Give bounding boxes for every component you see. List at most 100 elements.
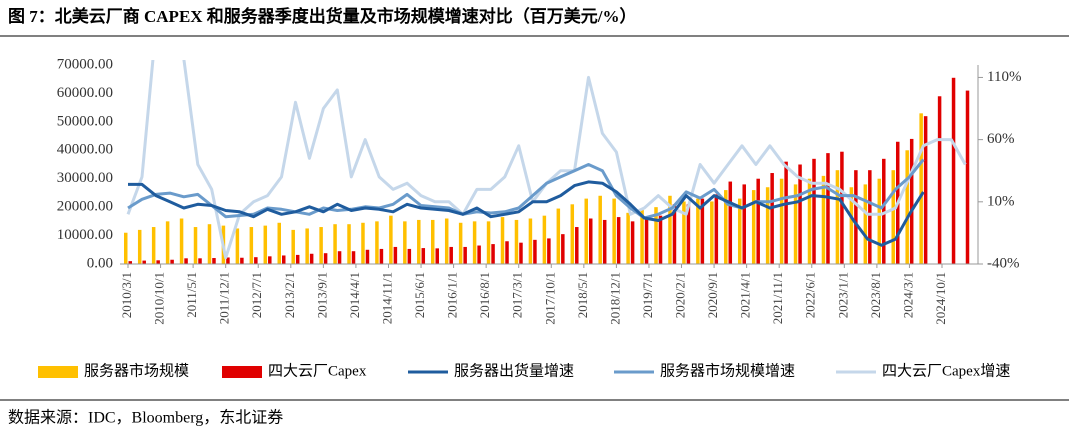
bar (840, 151, 844, 264)
bar (240, 257, 244, 264)
bar (793, 184, 798, 264)
bar (561, 234, 565, 264)
bar (937, 96, 942, 265)
bar (389, 215, 393, 264)
bar (277, 222, 281, 264)
bar (449, 246, 453, 264)
bar (686, 204, 691, 264)
bar (770, 173, 774, 264)
legend-label: 服务器市场规模 (84, 362, 189, 379)
y-tick-label: 40000.00 (57, 142, 113, 158)
bar (254, 257, 258, 264)
bar (361, 222, 365, 264)
bar (500, 217, 505, 264)
bar (184, 258, 188, 264)
legend-label: 四大云厂Capex (268, 362, 367, 379)
x-tick-label: 2024/10/1 (933, 272, 948, 325)
bar (142, 260, 146, 264)
x-tick-label: 2023/1/1 (835, 272, 850, 318)
x-tick-label: 2023/8/1 (868, 272, 883, 318)
bar (393, 246, 398, 264)
bar (547, 238, 551, 264)
legend-swatch (38, 366, 78, 378)
bar (212, 258, 216, 264)
x-tick-label: 2024/3/1 (900, 272, 915, 318)
bar (812, 158, 816, 264)
x-tick-label: 2018/5/1 (575, 272, 590, 318)
bar (821, 175, 826, 264)
bar (491, 244, 495, 264)
bar (612, 198, 616, 264)
line (127, 158, 925, 220)
bar (682, 201, 686, 264)
bar (207, 224, 212, 264)
bar (700, 198, 705, 264)
bar (877, 178, 882, 264)
y-tick-label: 50000.00 (57, 113, 113, 129)
bar (863, 184, 868, 264)
source: 数据来源：IDC，Bloomberg，东北证券 (8, 409, 283, 427)
bar (365, 249, 370, 264)
x-tick-label: 2014/11/1 (379, 272, 394, 324)
x-tick-label: 2014/4/1 (347, 272, 362, 318)
plot (124, 60, 970, 265)
y2-tick-label: 110% (987, 69, 1021, 85)
bar (128, 261, 132, 264)
legend-label: 服务器市场规模增速 (660, 362, 795, 379)
y-tick-label: 70000.00 (57, 56, 113, 72)
bar (268, 256, 272, 264)
bar (156, 260, 160, 264)
bar (165, 221, 170, 264)
bar (458, 222, 463, 264)
x-tick-label: 2017/10/1 (542, 272, 557, 325)
x-tick-label: 2011/5/1 (184, 272, 199, 318)
bar (882, 158, 886, 264)
bar (640, 209, 644, 264)
bar (375, 221, 379, 264)
bar (337, 251, 342, 264)
bar (765, 187, 770, 264)
bar (868, 170, 872, 264)
bar (151, 227, 156, 264)
bar (710, 201, 714, 264)
y2-tick-label: 60% (987, 131, 1015, 147)
x-tick-label: 2016/1/1 (445, 272, 460, 318)
bar (435, 248, 439, 264)
bar (477, 245, 481, 264)
bar (198, 258, 202, 264)
legend-label: 四大云厂Capex增速 (882, 362, 1010, 379)
bar (463, 246, 467, 264)
bar (379, 248, 384, 264)
legend-swatch (222, 366, 262, 378)
x-tick-label: 2019/7/1 (640, 272, 655, 318)
x-tick-label: 2015/6/1 (412, 272, 427, 318)
bar (672, 204, 677, 264)
bar (137, 229, 142, 264)
line (128, 180, 925, 247)
bar (923, 116, 928, 265)
x-tick-label: 2012/7/1 (249, 272, 264, 318)
x-tick-label: 2011/12/1 (217, 272, 232, 324)
bar (965, 90, 970, 264)
bar (226, 257, 230, 264)
bar (807, 178, 812, 264)
bar (742, 184, 746, 264)
line (126, 60, 967, 260)
bar (891, 170, 895, 264)
bar (644, 217, 649, 264)
x-tick-label: 2010/10/1 (152, 272, 167, 325)
x-tick-label: 2020/9/1 (705, 272, 720, 318)
bar (654, 207, 658, 264)
x-tick-label: 2013/9/1 (314, 272, 329, 318)
x-tick-label: 2021/11/1 (770, 272, 785, 324)
bar (263, 225, 268, 264)
bar (249, 227, 254, 264)
bar (309, 253, 314, 264)
x-tick-label: 2013/2/1 (282, 272, 297, 318)
bar (407, 248, 412, 264)
y-tick-label: 60000.00 (57, 85, 113, 101)
bar (347, 224, 351, 264)
bar (951, 77, 956, 265)
bar (179, 218, 184, 264)
